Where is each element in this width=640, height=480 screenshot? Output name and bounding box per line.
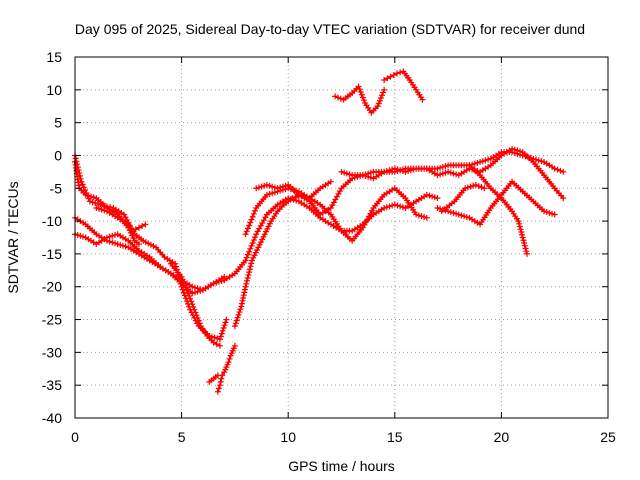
y-tick-label: 0 xyxy=(54,147,62,163)
y-tick-label: 5 xyxy=(54,115,62,131)
series-arc-17 xyxy=(332,83,388,116)
series-trace xyxy=(383,70,424,101)
series-arc-8 xyxy=(206,372,221,385)
series-markers xyxy=(338,145,567,202)
series-arc-14 xyxy=(434,178,558,228)
series-markers xyxy=(214,342,238,395)
series-arc-13 xyxy=(338,145,567,202)
y-tick-label: -30 xyxy=(42,344,62,360)
x-tick-label: 0 xyxy=(71,429,79,445)
series-arc-5 xyxy=(93,204,230,343)
series-arc-11 xyxy=(242,185,430,244)
series-markers xyxy=(466,162,530,257)
series-arc-7 xyxy=(214,342,238,395)
data-series xyxy=(72,68,567,395)
x-tick-label: 10 xyxy=(280,429,296,445)
series-markers xyxy=(231,178,334,330)
series-arc-16 xyxy=(438,181,488,215)
series-markers xyxy=(332,83,388,116)
series-trace xyxy=(468,164,528,255)
x-tick-label: 20 xyxy=(494,429,510,445)
y-tick-label: -10 xyxy=(42,213,62,229)
x-axis-label: GPS time / hours xyxy=(288,458,395,474)
x-tick-label: 5 xyxy=(178,429,186,445)
series-markers xyxy=(438,181,488,215)
series-markers xyxy=(242,185,430,244)
y-tick-label: -5 xyxy=(50,180,63,196)
y-tick-label: -15 xyxy=(42,246,62,262)
series-markers xyxy=(93,204,230,343)
y-axis-label: SDTVAR / TECUs xyxy=(5,181,21,293)
chart-title: Day 095 of 2025, Sidereal Day-to-day VTE… xyxy=(75,21,585,37)
axes: 0 5 10 15 20 25 15 10 5 0 -5 -10 -15 -20 -25 -30 -35 -40 xyxy=(42,49,616,445)
y-tick-label: -35 xyxy=(42,377,62,393)
x-tick-label: 15 xyxy=(387,429,403,445)
y-tick-label: -25 xyxy=(42,312,62,328)
series-arc-2 xyxy=(72,159,142,248)
x-tick-label: 25 xyxy=(600,429,616,445)
series-markers xyxy=(206,372,221,385)
y-tick-label: -20 xyxy=(42,279,62,295)
y-tick-label: 15 xyxy=(46,49,62,65)
series-arc-6 xyxy=(167,260,223,349)
series-arc-18 xyxy=(381,68,426,103)
series-markers xyxy=(167,260,223,349)
plot-frame xyxy=(74,56,609,419)
series-markers xyxy=(381,68,426,103)
series-markers xyxy=(434,178,558,228)
series-arc-4 xyxy=(72,231,228,297)
series-trace xyxy=(74,216,226,292)
y-tick-label: 10 xyxy=(46,82,62,98)
series-arc-15 xyxy=(466,162,530,257)
y-tick-label: -40 xyxy=(42,410,62,426)
grid xyxy=(75,57,608,418)
